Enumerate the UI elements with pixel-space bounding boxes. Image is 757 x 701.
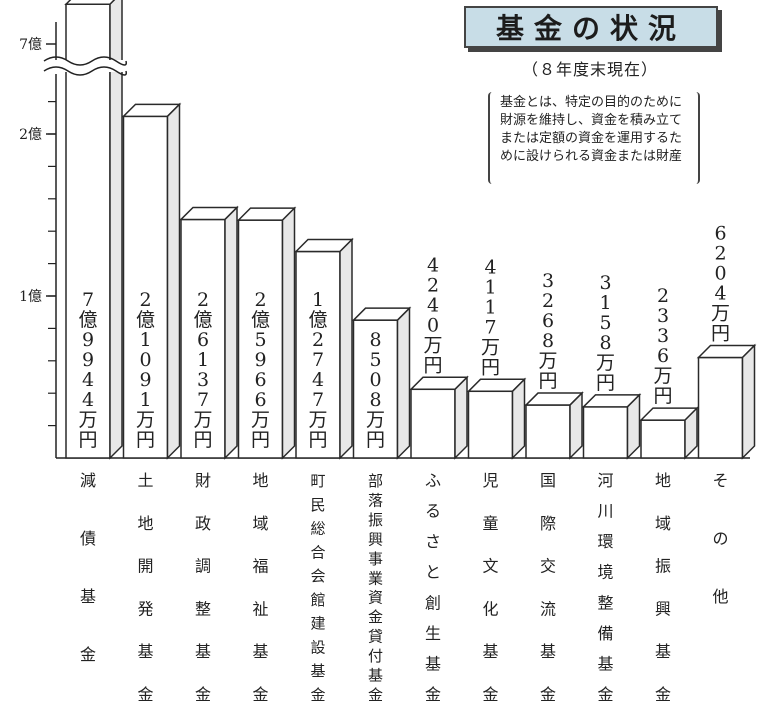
- category-label: 財政調整基金: [195, 471, 211, 701]
- bar-group: [696, 343, 757, 460]
- bar-side-face: [511, 377, 526, 460]
- category-label: 地域振興基金: [655, 471, 671, 701]
- bar-value-label: 3 1 5 8 万円: [596, 272, 615, 394]
- y-tick-label: 7億: [19, 37, 42, 53]
- bar-value-label: 8 5 0 8 万円: [366, 329, 385, 451]
- bar-side-face: [684, 406, 698, 460]
- category-label: 部落振興事業資金貸付基金: [368, 472, 383, 701]
- bar: [237, 219, 284, 459]
- bar-group: [179, 205, 239, 460]
- bar-group: [409, 375, 469, 460]
- bar-value-label: 1 億 2 7 4 7 万円: [308, 289, 327, 451]
- category-label: 土地開発基金: [137, 471, 153, 701]
- bar-value-label: 3 2 6 8 万円: [538, 270, 557, 392]
- bar-group: [639, 406, 699, 460]
- bar: [352, 319, 399, 459]
- bar: [180, 218, 226, 459]
- bar-side-face: [224, 205, 238, 460]
- bar-value-label: 4 1 1 7 万円: [481, 256, 500, 378]
- bar-value-label: 7 億 9 9 4 4 万円: [78, 289, 97, 451]
- bar-group: [466, 377, 527, 460]
- bar-side-face: [166, 102, 181, 460]
- category-label: 国際交流基金: [540, 471, 556, 701]
- bar-value-label: 2 億 1 0 9 1 万円: [136, 289, 155, 451]
- axis-break-line-upper: [43, 56, 128, 66]
- y-tick-label: 2億: [19, 127, 42, 143]
- category-label: 地域福祉基金: [252, 471, 268, 701]
- bar-value-label: 2 億 5 9 6 6 万円: [251, 289, 270, 451]
- bar-group: [524, 391, 584, 460]
- bar: [410, 388, 456, 459]
- category-label: 減債基金: [80, 471, 96, 664]
- bar-group: [121, 102, 182, 460]
- category-label: ふるさと創生基金: [425, 471, 441, 701]
- bar-side-face: [454, 375, 468, 460]
- chart-subtitle: （８年度末現在）: [521, 60, 658, 79]
- bar-side-face: [626, 393, 641, 460]
- category-label: その他: [712, 471, 728, 606]
- bar-side-face: [741, 343, 756, 460]
- bar-group: [294, 237, 354, 460]
- bar-value-label: 4 2 4 0 万円: [423, 254, 442, 376]
- chart-title: 基金の状況: [464, 6, 718, 48]
- bar-side-face: [109, 0, 123, 460]
- bar-side-face: [339, 237, 353, 460]
- bar-value-label: 2 億 6 1 3 7 万円: [193, 289, 212, 451]
- y-tick-label: 1億: [19, 289, 42, 305]
- bar-group: [581, 393, 642, 460]
- bar-top-face: [64, 0, 116, 5]
- bar-side-face: [569, 391, 583, 460]
- bar: [295, 250, 341, 459]
- bar-side-face: [396, 306, 411, 460]
- bar: [122, 115, 169, 459]
- definition-note: 基金とは、特定の目的のために財源を維持し、資金を積み立てまたは定額の資金を運用す…: [488, 92, 700, 184]
- bar-group: [64, 0, 123, 460]
- bar-value-label: 6 2 0 4 万円: [711, 222, 730, 344]
- bar-group: [351, 306, 412, 460]
- bar-value-label: 2 3 3 6 万円: [653, 285, 672, 407]
- category-label: 河川環境整備基金: [597, 471, 613, 701]
- bar: [582, 406, 629, 459]
- category-label: 町民総合会館建設基金: [310, 472, 325, 701]
- bar: [467, 390, 514, 459]
- axis-break-line-lower: [43, 66, 128, 76]
- bar: [65, 3, 111, 459]
- bar: [640, 419, 686, 459]
- bar-side-face: [281, 206, 296, 460]
- category-label: 児童文化基金: [482, 471, 498, 701]
- bar: [697, 356, 744, 459]
- bar-group: [236, 206, 297, 460]
- bar: [525, 404, 571, 459]
